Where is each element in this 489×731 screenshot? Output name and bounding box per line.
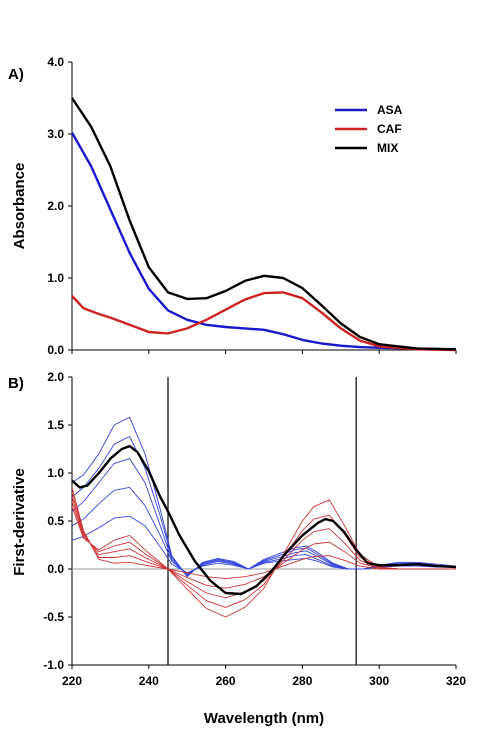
panel-b-y-axis-title: First-derivative: [11, 468, 28, 576]
series-line-mix: [71, 444, 457, 596]
panel-b-y-tick-label: -0.5: [43, 610, 64, 624]
series-line-caf: [71, 492, 456, 589]
series-line-caf: [71, 501, 456, 608]
panel-b-y-tick-label: -1.0: [43, 658, 64, 672]
panel-a-y-tick-label: 0.0: [47, 343, 64, 357]
panel-a-y-tick-label: 2.0: [47, 199, 64, 213]
panel-b-series: [71, 377, 457, 665]
panel-a-series: [70, 97, 457, 352]
series-line-caf: [71, 291, 457, 352]
panel-b-y-ticks: -1.0 -0.5 0.0 0.5 1.0 1.5 2.0: [43, 370, 457, 672]
series-line-asa: [71, 436, 457, 577]
panel-b-y-tick-label: 1.5: [47, 418, 64, 432]
panel-b-y-tick-label: 0.0: [47, 562, 64, 576]
panel-b-y-tick-label: 1.0: [47, 466, 64, 480]
panel-a-y-tick-label: 1.0: [47, 271, 64, 285]
panel-b-x-tick-label: 260: [216, 674, 236, 688]
panel-b-y-tick-label: 0.5: [47, 514, 64, 528]
panel-b: B) First-derivative Wavelength (nm) -1.0…: [8, 370, 466, 727]
panel-a: A) Absorbance 0.0 1.0 2.0 3.0 4.0 ASA CAF MIX: [8, 55, 457, 357]
panel-a-y-tick-label: 4.0: [47, 55, 64, 69]
series-line-asa: [71, 416, 457, 578]
series-line-caf: [71, 487, 456, 580]
series-line-caf: [71, 496, 456, 599]
panel-a-y-axis-title: Absorbance: [11, 163, 28, 250]
panel-b-y-tick-label: 2.0: [47, 370, 64, 384]
series-line-asa: [70, 132, 457, 351]
series-line-caf: [71, 499, 456, 618]
panel-b-x-ticks: 220 240 260 280 300 320: [62, 674, 466, 688]
panel-b-x-tick-label: 300: [369, 674, 389, 688]
panel-b-x-tick-label: 280: [292, 674, 312, 688]
panel-a-y-ticks: 0.0 1.0 2.0 3.0 4.0: [47, 55, 457, 357]
panel-b-x-tick-label: 240: [139, 674, 159, 688]
panel-b-x-tick-label: 320: [446, 674, 466, 688]
panel-b-x-axis-title: Wavelength (nm): [204, 710, 324, 727]
panel-a-y-tick-label: 3.0: [47, 127, 64, 141]
panel-b-label: B): [8, 375, 24, 392]
legend: ASA CAF MIX: [335, 103, 403, 155]
panel-b-x-tick-label: 220: [62, 674, 82, 688]
legend-label-caf: CAF: [377, 122, 402, 136]
series-line-mix: [71, 97, 457, 351]
legend-label-asa: ASA: [377, 103, 403, 117]
panel-a-label: A): [8, 66, 24, 83]
legend-label-mix: MIX: [377, 141, 398, 155]
